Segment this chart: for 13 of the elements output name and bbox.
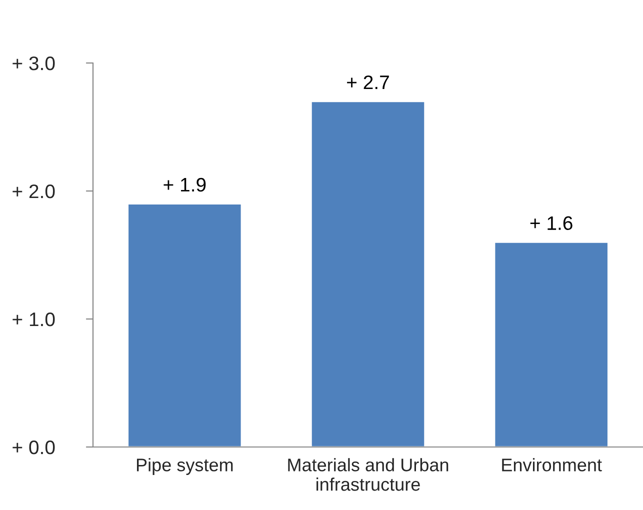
y-tick-label: + 2.0 xyxy=(12,184,55,198)
data-label: + 2.7 xyxy=(347,75,389,90)
data-label: + 1.9 xyxy=(164,178,206,192)
bar xyxy=(127,203,242,447)
bar xyxy=(494,242,609,447)
bar xyxy=(310,100,426,447)
y-tick-label: + 3.0 xyxy=(12,56,55,70)
y-tick-label: + 1.0 xyxy=(12,312,55,326)
x-tick-label: Pipe system xyxy=(136,458,233,475)
x-tick-label: Materials and Urban infrastructure xyxy=(288,458,448,491)
x-tick-label: Environment xyxy=(502,458,602,472)
y-tick-label: + 0.0 xyxy=(12,440,55,454)
data-label: + 1.6 xyxy=(530,216,572,230)
